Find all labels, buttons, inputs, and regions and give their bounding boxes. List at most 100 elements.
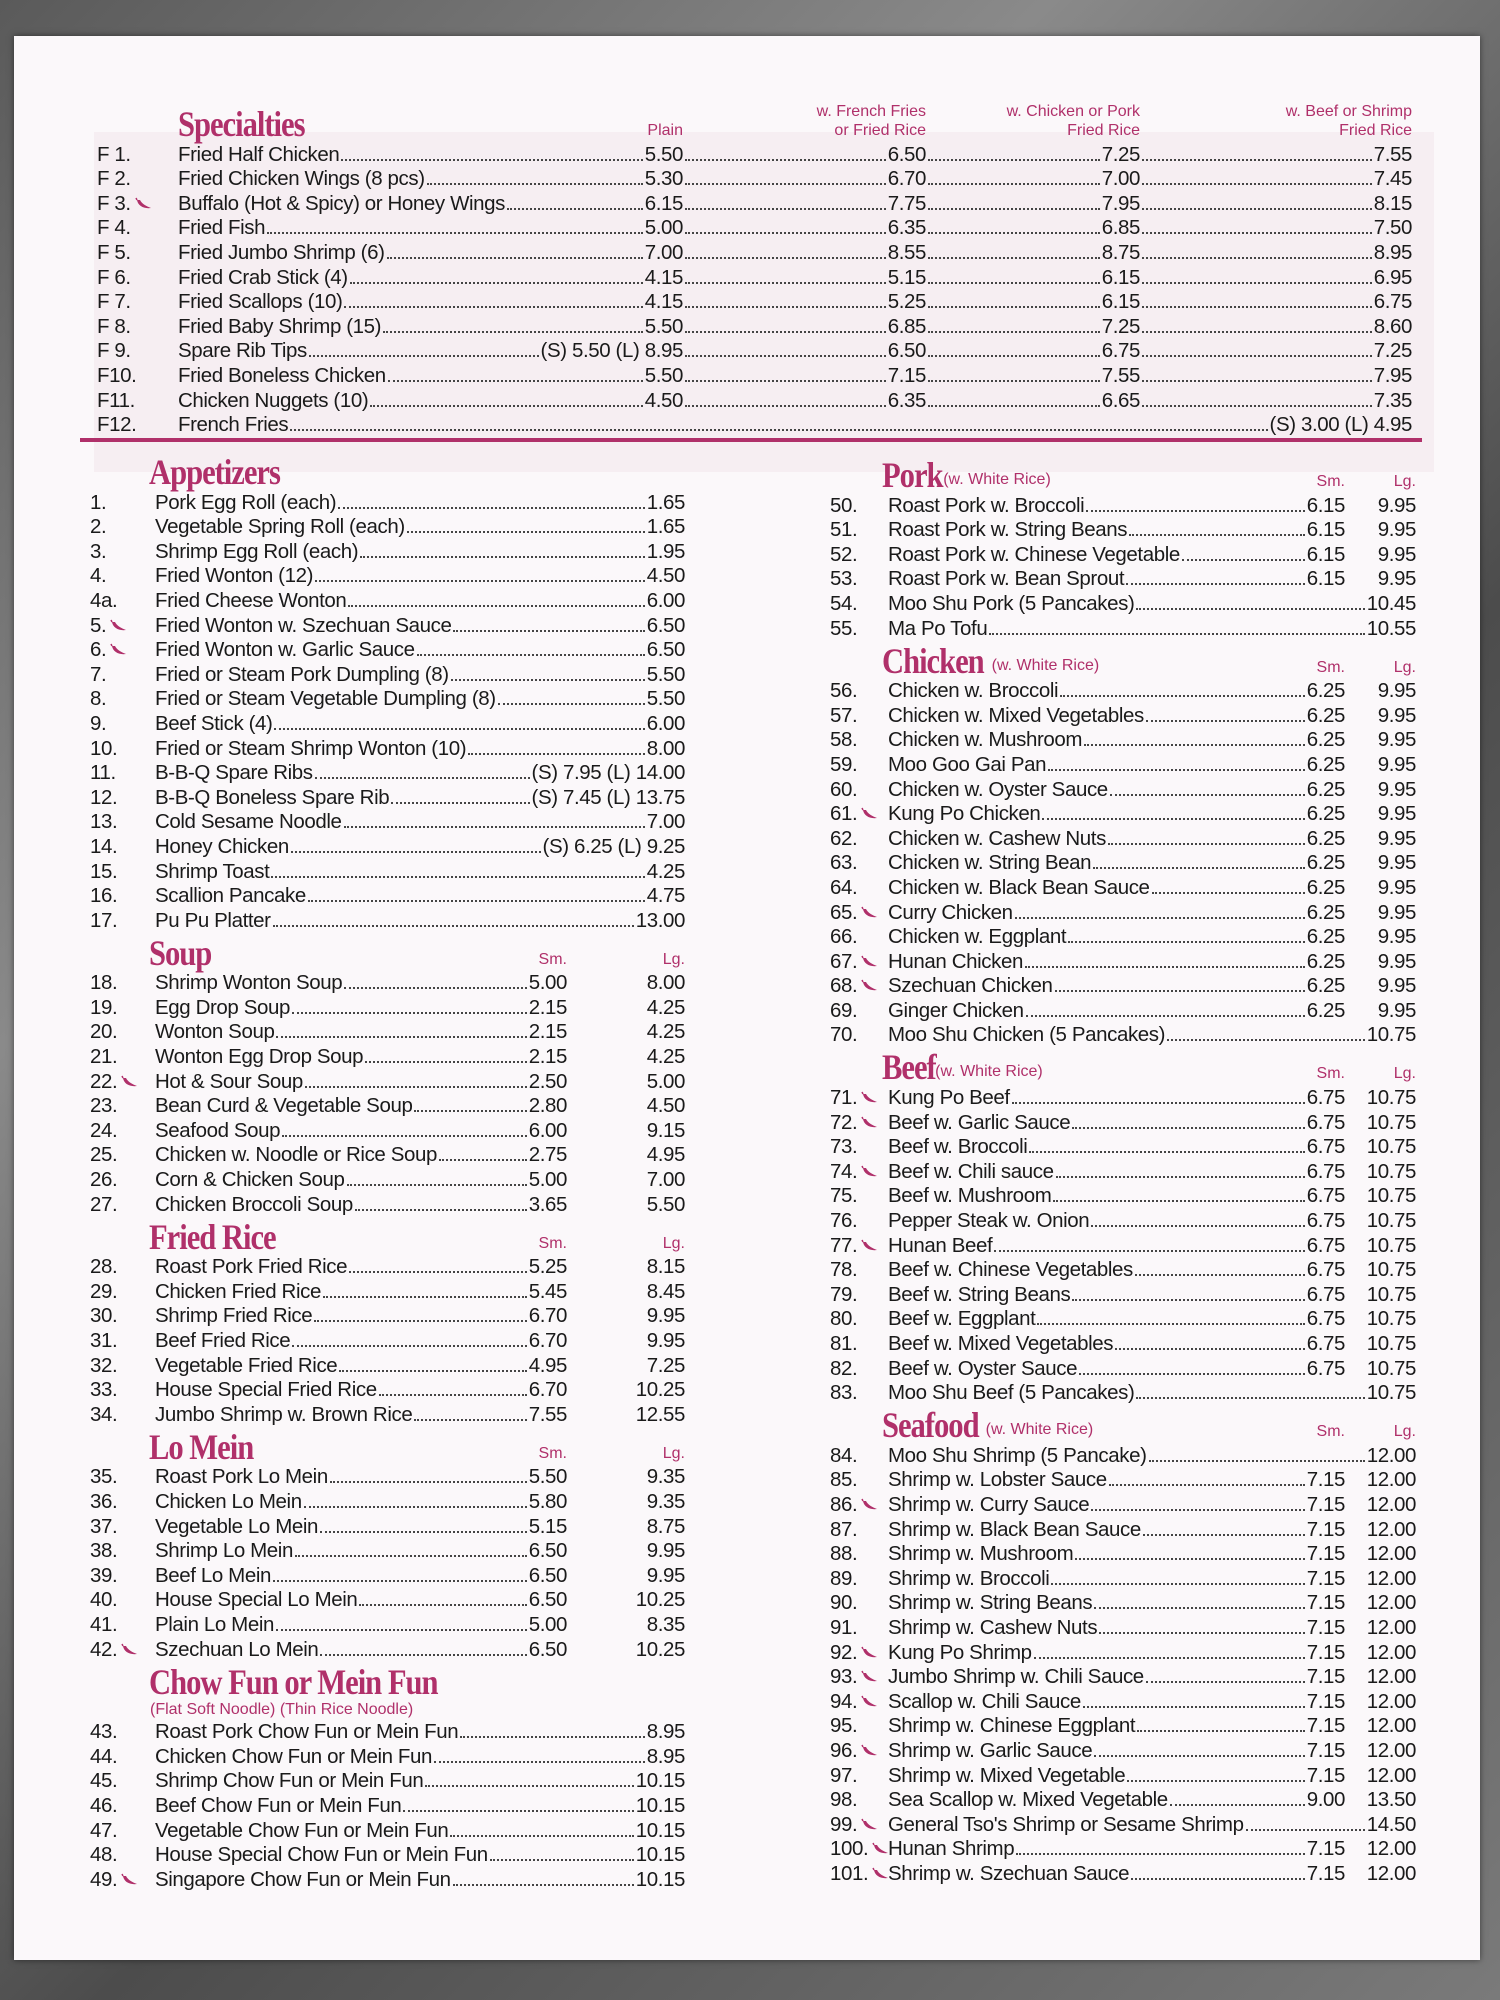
menu-item: 2. Vegetable Spring Roll (each) 1.65 xyxy=(90,515,685,540)
menu-item: 72. Beef w. Garlic Sauce 6.75 10.75 xyxy=(830,1110,1416,1135)
menu-item: 36. Chicken Lo Mein 5.80 9.35 xyxy=(90,1489,685,1514)
menu-item: 80. Beef w. Eggplant 6.75 10.75 xyxy=(830,1307,1416,1332)
price-value: 7.15 xyxy=(1306,1615,1346,1639)
price-value: 6.35 xyxy=(887,388,927,412)
dot-leader xyxy=(1094,1607,1305,1610)
item-price: 8.00 xyxy=(647,737,686,761)
item-number-text: 4. xyxy=(90,564,107,588)
item-price: 10.25 xyxy=(567,1637,686,1662)
dot-leader xyxy=(1037,1323,1305,1326)
price-value: 10.15 xyxy=(635,1769,686,1793)
item-number-text: 31. xyxy=(90,1329,118,1352)
dot-leader xyxy=(1053,1200,1305,1203)
item-price: 8.55 xyxy=(683,241,926,265)
item-price: 10.15 xyxy=(636,1868,686,1892)
dot-leader xyxy=(928,256,1100,259)
hot-pepper-icon xyxy=(857,1498,879,1512)
dot-leader xyxy=(928,158,1100,161)
dot-leader xyxy=(346,1184,527,1187)
section-title: Specialties xyxy=(178,104,305,144)
dot-leader xyxy=(370,404,643,407)
price-value: 7.15 xyxy=(1306,1665,1346,1689)
price-value: 9.95 xyxy=(1377,875,1417,899)
item-name: Hunan Shrimp xyxy=(888,1837,1015,1861)
item-number: 89. xyxy=(830,1567,888,1591)
item-number: 93. xyxy=(830,1665,888,1689)
price-value: 8.45 xyxy=(646,1279,686,1303)
item-number-text: 37. xyxy=(90,1514,118,1538)
menu-item: 11. B-B-Q Spare Ribs (S) 7.95 (L) 14.00 xyxy=(90,761,685,786)
item-name: Fried Half Chicken xyxy=(178,142,340,166)
item-price: 4.95 xyxy=(529,1354,568,1378)
item-number: 26. xyxy=(90,1168,155,1192)
item-number-text: 79. xyxy=(830,1282,858,1306)
dot-leader xyxy=(1126,583,1305,586)
item-number: 58. xyxy=(830,728,888,752)
item-name: Vegetable Spring Roll (each) xyxy=(155,515,405,539)
menu-item: 38. Shrimp Lo Mein 6.50 9.95 xyxy=(90,1539,685,1564)
dot-leader xyxy=(1142,379,1372,382)
hot-pepper-icon xyxy=(857,1165,879,1179)
price-value: 7.15 xyxy=(1306,1640,1346,1664)
item-price: 4.75 xyxy=(647,884,686,908)
menu-item: 69. Ginger Chicken 6.25 9.95 xyxy=(830,998,1416,1023)
menu-item: F 8. Fried Baby Shrimp (15) 5.50 6.85 7.25 8.… xyxy=(97,314,1412,339)
item-number-text: 87. xyxy=(830,1517,858,1541)
price-value: 12.00 xyxy=(1366,1492,1417,1516)
item-name: Chicken Chow Fun or Mein Fun xyxy=(155,1744,433,1768)
item-price: 8.45 xyxy=(567,1279,686,1304)
item-name: General Tso's Shrimp or Sesame Shrimp xyxy=(888,1812,1244,1836)
section-title: Lo Mein xyxy=(149,1426,254,1467)
menu-item: 56. Chicken w. Broccoli 6.25 9.95 xyxy=(830,679,1416,704)
price-value: 5.50 xyxy=(644,363,684,387)
price-value: 6.75 xyxy=(1306,1086,1346,1110)
price-value: 4.15 xyxy=(644,290,684,314)
dot-leader xyxy=(360,555,645,558)
item-name: Hunan Beef xyxy=(888,1233,993,1257)
item-number: 4a. xyxy=(90,589,155,613)
item-number: F 1. xyxy=(97,143,178,167)
item-price: 2.75 xyxy=(529,1143,568,1167)
item-name: Fried Fish xyxy=(178,216,266,240)
item-number: F 8. xyxy=(97,315,178,339)
dot-leader xyxy=(1145,1681,1305,1684)
item-number-text: 9. xyxy=(90,711,107,735)
item-price: 6.35 xyxy=(683,389,926,413)
item-number-text: 6. xyxy=(90,638,107,662)
item-price: 10.25 xyxy=(567,1588,686,1612)
item-price: 10.75 xyxy=(1345,1283,1417,1307)
dot-leader xyxy=(1142,158,1372,161)
item-price: 5.15 xyxy=(529,1515,568,1539)
item-price: 6.25 xyxy=(1307,974,1346,998)
price-value: 10.75 xyxy=(1366,1023,1417,1047)
item-name: Beef w. Chinese Vegetables xyxy=(888,1258,1133,1282)
item-number-text: 71. xyxy=(830,1086,858,1110)
item-number: 53. xyxy=(830,567,888,591)
price-value: 10.25 xyxy=(635,1637,686,1661)
price-value: 5.15 xyxy=(887,265,927,289)
item-name: House Special Lo Mein xyxy=(155,1588,358,1612)
dot-leader xyxy=(1142,183,1372,186)
menu-item: 42. Szechuan Lo Mein 6.50 10.25 xyxy=(90,1637,685,1662)
item-number: 8. xyxy=(90,687,155,711)
price-value: 10.15 xyxy=(635,1793,686,1817)
dot-leader xyxy=(928,404,1100,407)
dot-leader xyxy=(349,281,643,284)
dot-leader xyxy=(320,1653,527,1656)
price-value: 10.55 xyxy=(1366,616,1417,640)
menu-item: 50. Roast Pork w. Broccoli 6.15 9.95 xyxy=(830,493,1416,518)
item-number: 94. xyxy=(830,1690,888,1714)
item-name: Fried Baby Shrimp (15) xyxy=(178,314,382,338)
item-price: 1.65 xyxy=(647,515,686,539)
item-price: 6.75 xyxy=(1307,1258,1346,1282)
item-number-text: F 7. xyxy=(97,290,131,314)
price-value: 6.75 xyxy=(1306,1332,1346,1355)
price-value: 5.80 xyxy=(528,1489,568,1513)
item-number: F11. xyxy=(97,389,178,413)
price-value: 6.75 xyxy=(1306,1307,1346,1331)
item-name: Shrimp w. Szechuan Sauce xyxy=(888,1861,1130,1885)
item-price: 7.15 xyxy=(1307,1493,1346,1517)
price-value: 10.75 xyxy=(1366,1159,1417,1183)
item-price: 6.70 xyxy=(529,1304,568,1328)
item-number: 39. xyxy=(90,1564,155,1588)
